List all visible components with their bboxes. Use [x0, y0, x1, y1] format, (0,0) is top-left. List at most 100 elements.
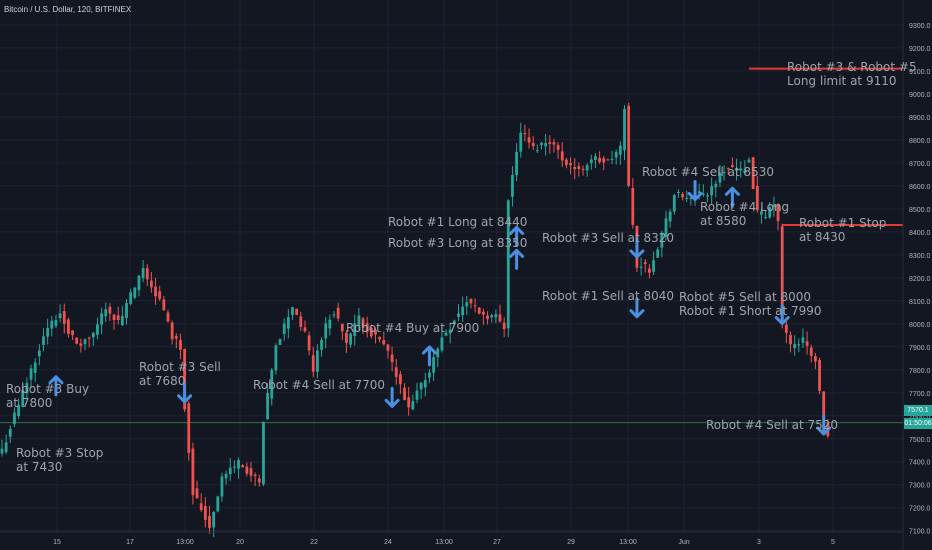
candle-body — [569, 162, 572, 166]
candle-body — [648, 268, 651, 273]
candle-body — [523, 133, 527, 135]
arrow-down-icon — [629, 297, 645, 319]
candle-body — [307, 335, 311, 351]
candle-body — [179, 339, 182, 350]
candle-body — [407, 397, 411, 408]
annotation-robot4-buy: Robot #4 Buy at 7900 — [346, 321, 480, 335]
candle-body — [336, 307, 340, 319]
x-tick-label: 13:00 — [435, 539, 453, 546]
candle-body — [357, 315, 361, 326]
candle-body — [714, 183, 718, 188]
candle-body — [672, 194, 676, 212]
annotation-robot1-stop: Robot #1 Stop at 8430 — [799, 216, 887, 244]
candle-body — [444, 332, 448, 336]
annotation-robot3-long: Robot #3 Long at 8350 — [388, 236, 528, 250]
candle-body — [403, 387, 406, 401]
candle-body — [494, 314, 498, 318]
candle-body — [436, 348, 440, 358]
candle-body — [249, 468, 253, 476]
candle-body — [112, 314, 116, 320]
candle-body — [340, 323, 344, 332]
candle-body — [448, 329, 452, 334]
annotation-robot3-sell-8320: Robot #3 Sell at 8320 — [542, 231, 675, 245]
candle-body — [67, 319, 70, 334]
candle-body — [137, 275, 141, 291]
candle-body — [527, 137, 531, 143]
candle-body — [145, 268, 149, 280]
x-tick-label: 29 — [567, 539, 575, 546]
candle-body — [203, 506, 207, 520]
candle-body — [747, 159, 751, 163]
grid — [0, 0, 903, 532]
y-tick-label: 7900.0 — [909, 345, 931, 352]
candle-body — [191, 448, 195, 496]
candle-body — [606, 159, 610, 161]
candle-body — [75, 337, 79, 344]
candle-body — [751, 157, 755, 189]
candle-body — [25, 382, 29, 394]
x-tick-label: 13:00 — [619, 539, 637, 546]
arrow-head — [816, 426, 832, 436]
candle-body — [689, 197, 693, 200]
candle-body — [457, 313, 460, 318]
candle-body — [668, 211, 672, 222]
candle-body — [631, 187, 635, 225]
candle-body — [187, 403, 191, 453]
candle-body — [394, 367, 398, 377]
candle-body — [461, 306, 465, 316]
y-tick-label: 8700.0 — [909, 161, 931, 168]
candle-body — [519, 132, 523, 152]
candle-body — [253, 474, 257, 477]
x-tick-label: 22 — [310, 539, 318, 546]
candle-body — [531, 143, 535, 147]
candle-body — [349, 333, 352, 345]
candle-body — [237, 460, 240, 469]
x-tick-label: 5 — [831, 539, 835, 546]
candle-body — [274, 345, 278, 371]
candle-body — [282, 323, 286, 335]
y-tick-label: 8600.0 — [909, 184, 931, 191]
candle-body — [0, 448, 4, 454]
candle-body — [697, 191, 701, 194]
candle-body — [411, 401, 415, 410]
candle-body — [627, 105, 631, 186]
candle-body — [556, 145, 560, 150]
candle-body — [162, 299, 166, 311]
candle-body — [805, 341, 809, 346]
candle-body — [739, 168, 743, 171]
candle-body — [486, 315, 489, 320]
candle-body — [623, 108, 626, 151]
candle-body — [262, 421, 265, 485]
candle-body — [490, 315, 494, 318]
candle-body — [585, 165, 589, 171]
annotation-robot4-sell-7700: Robot #4 Sell at 7700 — [253, 378, 386, 392]
candle-body — [46, 327, 50, 337]
candle-body — [29, 368, 33, 380]
y-tick-label: 9300.0 — [909, 23, 931, 30]
candle-body — [797, 344, 801, 346]
candle-body — [245, 466, 249, 474]
y-tick-label: 8100.0 — [909, 299, 931, 306]
arrow-head — [774, 316, 790, 326]
x-tick-label: 27 — [493, 539, 501, 546]
y-tick-label: 8900.0 — [909, 115, 931, 122]
candle-body — [108, 306, 112, 314]
candle-body — [199, 503, 203, 511]
chart-title: Bitcoin / U.S. Dollar, 120, BITFINEX — [4, 5, 132, 14]
annotation-robot5-sell: Robot #5 Sell at 8000 Robot #1 Short at … — [679, 290, 822, 318]
candle-body — [266, 392, 269, 420]
y-tick-label: 9000.0 — [909, 92, 931, 99]
candle-body — [809, 347, 813, 356]
candle-body — [419, 382, 423, 390]
arrow-down-icon — [384, 386, 400, 408]
y-tick-label: 8500.0 — [909, 207, 931, 214]
candle-body — [174, 335, 178, 339]
candle-body — [42, 336, 45, 345]
candle-body — [743, 169, 747, 174]
candle-body — [710, 186, 714, 196]
candle-body — [544, 143, 548, 147]
candle-body — [316, 350, 319, 372]
arrow-head — [509, 248, 525, 258]
candle-body — [784, 324, 788, 333]
